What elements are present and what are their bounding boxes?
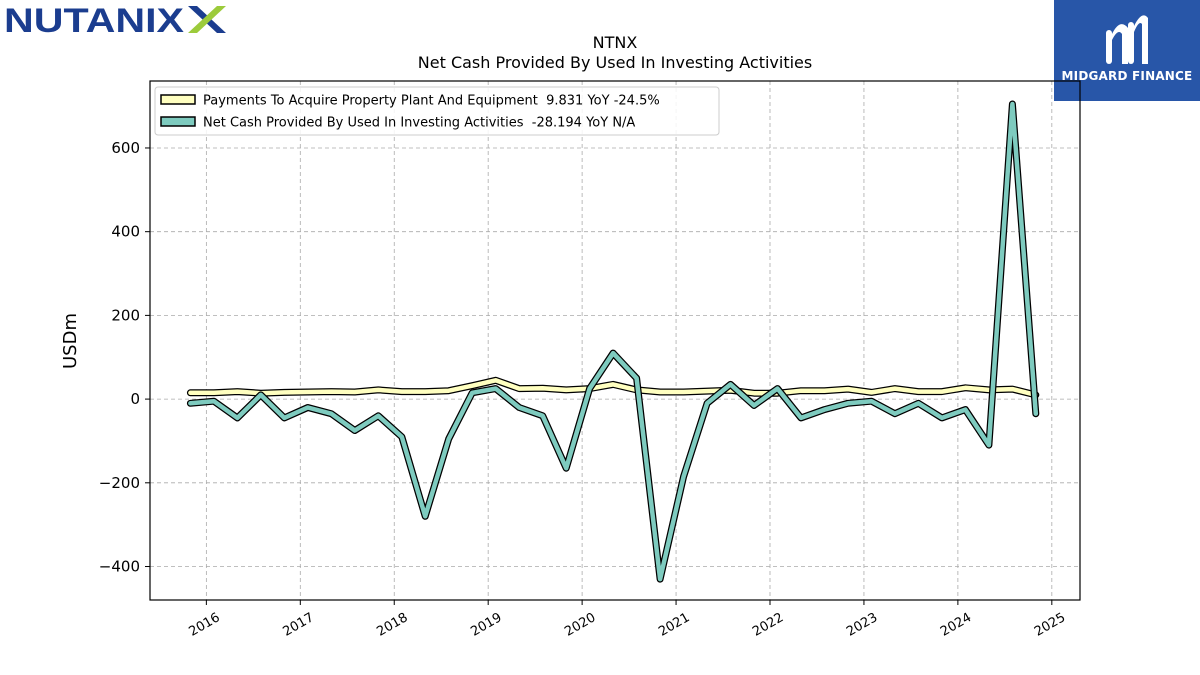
legend-swatch-ppe: [160, 94, 196, 105]
series-line-1: [188, 101, 1039, 582]
nutanix-logo: NUTANIX: [4, 2, 226, 36]
series-line-0: [188, 378, 1039, 398]
y-tick-label: −200: [99, 474, 140, 492]
x-tick-label: 2016: [187, 610, 223, 640]
x-tick-label: 2022: [750, 610, 786, 640]
y-tick-label: −400: [99, 558, 140, 576]
x-tick-label: 2024: [938, 610, 974, 640]
series-outline-1: [186, 100, 1040, 583]
legend-label-ppe: Payments To Acquire Property Plant And E…: [203, 94, 660, 109]
chart-subtitle: Net Cash Provided By Used In Investing A…: [418, 53, 812, 72]
x-tick-label: 2020: [562, 610, 598, 640]
legend-label-investing: Net Cash Provided By Used In Investing A…: [203, 116, 635, 131]
legend-box: [154, 86, 720, 136]
y-tick-label: 0: [130, 390, 140, 408]
x-tick-label: 2023: [844, 610, 880, 640]
x-tick-label: 2021: [656, 610, 692, 640]
midgard-finance-logo: MIDGARD FINANCE: [1054, 0, 1200, 101]
midgard-finance-text: MIDGARD FINANCE: [1061, 69, 1193, 83]
y-axis-ticks: −400 −200 0 200 400 600: [99, 139, 150, 576]
chart-title: NTNX: [593, 33, 638, 52]
y-tick-label: 600: [111, 139, 140, 157]
legend-swatch-investing: [160, 116, 196, 127]
y-tick-label: 400: [111, 223, 140, 241]
x-tick-label: 2017: [280, 610, 316, 640]
x-axis-ticks: 2016 2017 2018 2019 2020 2021 2022 2023 2024 2025: [187, 600, 1068, 640]
x-tick-label: 2025: [1032, 610, 1068, 640]
grid-lines: [150, 81, 1080, 600]
nutanix-logo-text: NUTANIX: [4, 2, 184, 36]
series-lines: [186, 100, 1040, 583]
x-tick-label: 2018: [374, 610, 410, 640]
y-tick-label: 200: [111, 306, 140, 324]
midgard-mark-icon: [1106, 15, 1148, 65]
legend: Payments To Acquire Property Plant And E…: [154, 86, 720, 136]
nutanix-x-icon: [188, 6, 226, 33]
plot-frame: [149, 80, 1081, 601]
y-axis-label: USDm: [60, 313, 81, 369]
x-tick-label: 2019: [468, 610, 504, 640]
